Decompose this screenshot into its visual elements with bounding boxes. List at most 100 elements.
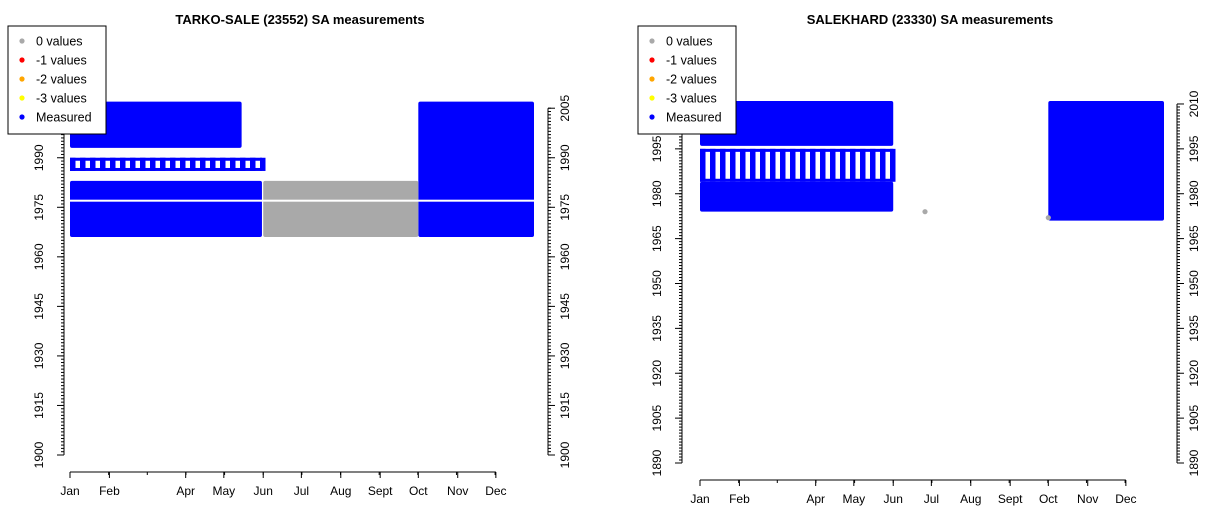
data-strip (720, 148, 726, 182)
data-strip (150, 157, 156, 171)
right-y-tick-label-1900: 1900 (558, 441, 572, 468)
data-strip (710, 148, 716, 182)
data-strip (230, 157, 236, 171)
left-y-tick-label-1905: 1905 (650, 404, 664, 431)
legend-label-0-values: 0 values (36, 35, 83, 49)
legend-marker-measured (19, 114, 25, 120)
data-band-edge (700, 178, 894, 182)
data-region-measured (700, 100, 894, 146)
right-y-tick-label-1975: 1975 (558, 194, 572, 221)
data-strip (80, 157, 86, 171)
data-strip (170, 157, 176, 171)
data-point-0-values (1045, 215, 1051, 221)
data-strip (240, 157, 246, 171)
data-band-edge (70, 157, 262, 161)
x-tick-label-jul: Jul (924, 492, 939, 506)
chart-title: SALEKHARD (23330) SA measurements (807, 12, 1054, 27)
legend-marker-0-values (649, 38, 655, 44)
left-y-tick-label-1950: 1950 (650, 270, 664, 297)
data-strip (190, 157, 196, 171)
left-y-tick-label-1890: 1890 (650, 449, 664, 476)
x-tick-label-jul: Jul (294, 484, 309, 498)
right-y-tick-label-2010: 2010 (1187, 90, 1201, 117)
data-strip (160, 157, 166, 171)
legend-marker-0-values (19, 38, 25, 44)
left-y-tick-label-1975: 1975 (32, 194, 46, 221)
data-strip (730, 148, 736, 182)
left-y-tick-label-1945: 1945 (32, 293, 46, 320)
x-tick-label-oct: Oct (1039, 492, 1058, 506)
data-strip (90, 157, 96, 171)
data-region-measured (70, 101, 242, 148)
data-strip (100, 157, 106, 171)
x-tick-label-feb: Feb (99, 484, 120, 498)
x-tick-label-jan: Jan (690, 492, 709, 506)
data-strip (70, 157, 76, 171)
left-y-tick-label-1990: 1990 (32, 144, 46, 171)
data-strip (870, 148, 876, 182)
x-tick-label-sept: Sept (998, 492, 1023, 506)
x-tick-label-nov: Nov (1077, 492, 1098, 506)
left-y-tick-label-1915: 1915 (32, 392, 46, 419)
legend-label-measured: Measured (36, 111, 92, 125)
x-tick-label-aug: Aug (960, 492, 981, 506)
data-strip (850, 148, 856, 182)
right-y-tick-label-1920: 1920 (1187, 360, 1201, 387)
x-tick-label-jun: Jun (884, 492, 903, 506)
x-tick-label-apr: Apr (806, 492, 825, 506)
legend-marker-measured (649, 114, 655, 120)
x-tick-label-dec: Dec (1115, 492, 1136, 506)
x-tick-label-may: May (212, 484, 235, 498)
legend-marker-2-values (649, 76, 655, 82)
right-y-tick-label-1995: 1995 (1187, 135, 1201, 162)
x-tick-label-aug: Aug (330, 484, 351, 498)
right-y-tick-label-1960: 1960 (558, 243, 572, 270)
chart-panel-tarko-sale: TARKO-SALE (23552) SA measurements Jan Feb… (7, 12, 572, 498)
x-tick-label-feb: Feb (729, 492, 750, 506)
chart-title: TARKO-SALE (23552) SA measurements (175, 12, 424, 27)
legend: 0 values -1 values -2 values -3 values Measu… (637, 25, 737, 135)
data-strip (140, 157, 146, 171)
data-strip (890, 148, 896, 182)
data-strip (830, 148, 836, 182)
legend-label-2-values: -2 values (36, 73, 87, 87)
right-y-tick-label-1945: 1945 (558, 293, 572, 320)
right-y-tick-label-1990: 1990 (558, 144, 572, 171)
data-strip (130, 157, 136, 171)
data-strip (780, 148, 786, 182)
data-strip (790, 148, 796, 182)
legend-label-measured: Measured (666, 111, 722, 125)
data-gap-line (70, 199, 534, 202)
data-strip (220, 157, 226, 171)
x-tick-label-sept: Sept (368, 484, 393, 498)
data-strip (250, 157, 256, 171)
chart-panel-salekhard: SALEKHARD (23330) SA measurements Jan Feb A… (637, 12, 1201, 506)
data-strip (770, 148, 776, 182)
data-strip (200, 157, 206, 171)
data-band-edge (700, 148, 894, 152)
legend-marker-2-values (19, 76, 25, 82)
left-y-tick-label-1995: 1995 (650, 135, 664, 162)
right-y-tick-label-1950: 1950 (1187, 270, 1201, 297)
data-strip (810, 148, 816, 182)
legend-label-2-values: -2 values (666, 73, 717, 87)
data-strip (740, 148, 746, 182)
data-strip (750, 148, 756, 182)
data-point-0-values (922, 209, 928, 215)
data-strip (110, 157, 116, 171)
legend-label-1-values: -1 values (36, 54, 87, 68)
legend-marker-3-values (649, 95, 655, 101)
data-region-0-values (263, 180, 419, 238)
data-band-edge (70, 167, 262, 171)
x-tick-label-jun: Jun (254, 484, 273, 498)
legend-marker-1-values (19, 57, 25, 63)
legend-label-3-values: -3 values (666, 92, 717, 106)
data-strip (840, 148, 846, 182)
legend-marker-3-values (19, 95, 25, 101)
left-y-tick-label-1960: 1960 (32, 243, 46, 270)
data-strip (880, 148, 886, 182)
legend-label-1-values: -1 values (666, 54, 717, 68)
left-y-tick-label-1935: 1935 (650, 315, 664, 342)
data-region-measured (700, 181, 894, 212)
